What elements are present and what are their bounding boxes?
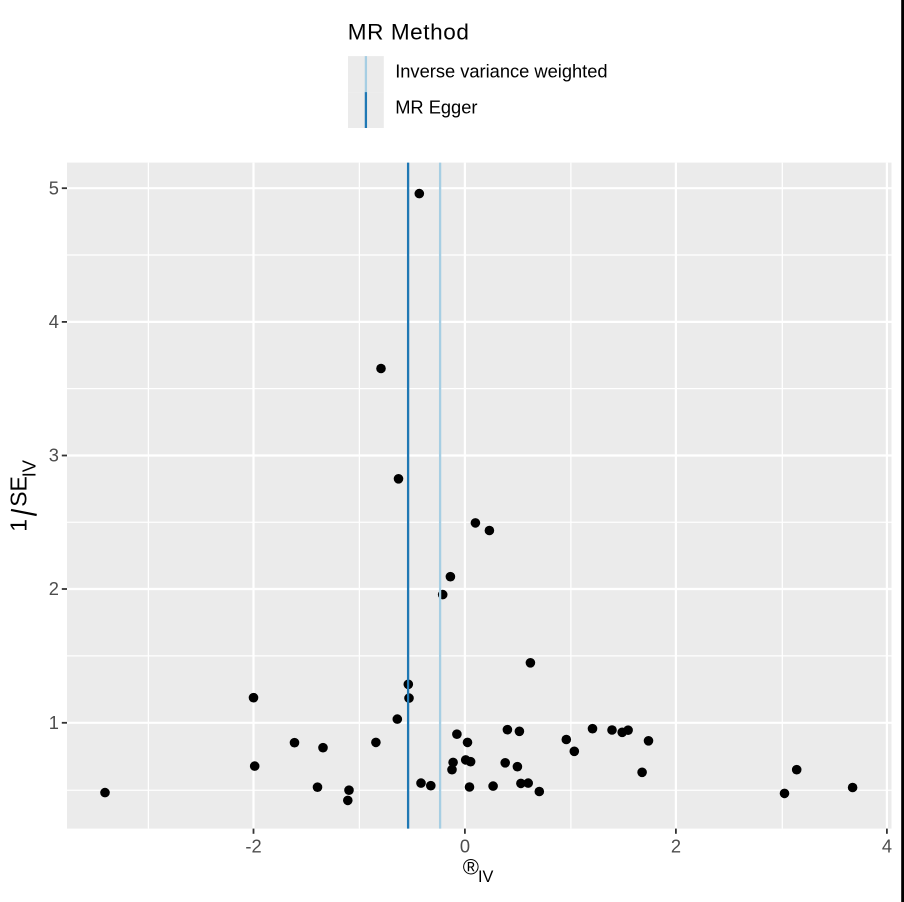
svg-text:0: 0	[460, 836, 470, 857]
svg-text:IV: IV	[19, 459, 40, 477]
svg-text:SE: SE	[5, 476, 31, 507]
svg-text:-2: -2	[245, 836, 261, 857]
svg-text:MR Egger: MR Egger	[395, 96, 477, 117]
svg-text:4: 4	[49, 311, 59, 332]
svg-text:1: 1	[49, 712, 59, 733]
svg-text:IV: IV	[478, 868, 494, 886]
svg-text:2: 2	[49, 578, 59, 599]
svg-text:4: 4	[882, 836, 892, 857]
svg-text:3: 3	[49, 445, 59, 466]
svg-text:1: 1	[5, 519, 31, 532]
svg-text:MR Method: MR Method	[348, 20, 470, 45]
svg-text:®: ®	[463, 855, 479, 880]
svg-text:2: 2	[671, 836, 681, 857]
svg-text:5: 5	[49, 177, 59, 198]
svg-text:Inverse variance weighted: Inverse variance weighted	[395, 61, 607, 82]
